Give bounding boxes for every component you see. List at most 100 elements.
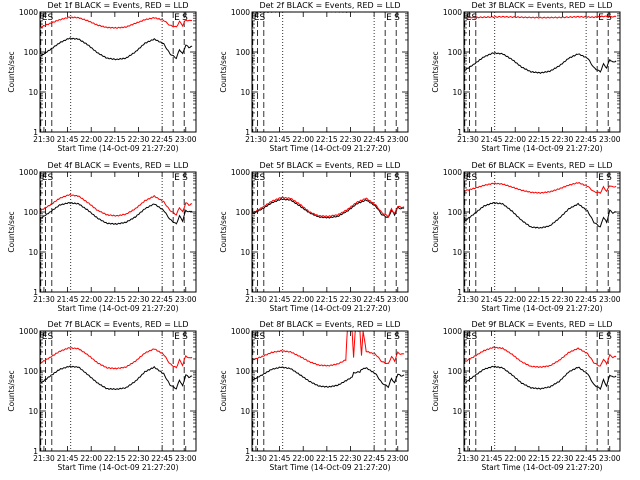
y-axis-label: Counts/sec — [7, 370, 16, 411]
x-tick-label: 22:30 — [552, 454, 574, 463]
panel-title: Det 7f BLACK = Events, RED = LLD — [47, 320, 188, 329]
x-tick-label: 22:15 — [104, 454, 126, 463]
series-lld-line — [40, 193, 193, 217]
panel-title: Det 9f BLACK = Events, RED = LLD — [471, 320, 612, 329]
series-events-line — [464, 51, 617, 75]
x-tick-label: 22:15 — [316, 295, 338, 304]
x-tick-label: 22:00 — [504, 454, 526, 463]
x-tick-label: 22:45 — [151, 454, 173, 463]
marker-label: S — [394, 13, 400, 23]
marker-label: ES — [254, 332, 266, 342]
x-tick-label: 21:45 — [481, 135, 503, 144]
y-tick-label: 10 — [240, 248, 250, 257]
x-tick-label: 23:00 — [387, 454, 409, 463]
panel-det-9: Det 9f BLACK = Events, RED = LLD ES E S 1 10 1… — [431, 320, 621, 472]
marker-label: S — [182, 173, 188, 183]
series-events-line — [464, 201, 617, 229]
y-tick-label: 10 — [452, 88, 462, 97]
y-axis-label: Counts/sec — [219, 211, 228, 252]
x-tick-label: 22:15 — [104, 295, 126, 304]
x-tick-label: 21:45 — [269, 135, 291, 144]
marker-label: E — [598, 173, 604, 183]
plot-frame — [463, 330, 621, 452]
marker-label: E — [598, 332, 604, 342]
plot-frame — [39, 330, 197, 452]
marker-label: ES — [42, 332, 54, 342]
y-tick-label: 1000 — [19, 8, 38, 17]
y-tick-label: 100 — [448, 367, 463, 376]
y-tick-label: 1 — [33, 128, 38, 137]
y-tick-label: 10 — [28, 248, 38, 257]
marker-label: S — [394, 332, 400, 342]
y-tick-label: 1000 — [231, 8, 250, 17]
plot-frame — [251, 11, 409, 133]
x-tick-label: 22:45 — [575, 135, 597, 144]
series-events-line — [40, 365, 193, 391]
panel-title: Det 5f BLACK = Events, RED = LLD — [259, 161, 400, 170]
x-tick-label: 22:45 — [363, 135, 385, 144]
y-tick-label: 1 — [457, 288, 462, 297]
marker-label: E — [386, 332, 392, 342]
y-tick-label: 1 — [245, 447, 250, 456]
y-tick-label: 100 — [236, 208, 251, 217]
y-axis-label: Counts/sec — [431, 51, 440, 92]
x-tick-label: 22:00 — [504, 135, 526, 144]
series-lld-line — [40, 16, 193, 29]
x-tick-label: 21:45 — [57, 454, 79, 463]
x-tick-label: 22:30 — [128, 454, 150, 463]
x-tick-label: 23:00 — [599, 135, 621, 144]
x-tick-label: 21:30 — [245, 454, 267, 463]
x-tick-label: 21:30 — [33, 454, 55, 463]
x-tick-label: 21:30 — [33, 295, 55, 304]
marker-label: ES — [466, 332, 478, 342]
x-axis-label: Start Time (14-Oct-09 21:27:20) — [57, 463, 178, 472]
x-tick-label: 21:45 — [269, 295, 291, 304]
panel-det-4: Det 4f BLACK = Events, RED = LLD ES E S 1 10 1… — [7, 161, 197, 313]
marker-label: E — [174, 13, 180, 23]
x-tick-label: 22:30 — [552, 295, 574, 304]
y-axis-label: Counts/sec — [7, 211, 16, 252]
y-tick-label: 100 — [24, 367, 39, 376]
series-events-line — [40, 202, 193, 225]
x-tick-label: 21:45 — [57, 135, 79, 144]
marker-label: S — [182, 13, 188, 23]
series-lld-line — [252, 331, 405, 367]
y-tick-label: 100 — [236, 48, 251, 57]
marker-label: ES — [42, 13, 54, 23]
x-tick-label: 22:30 — [340, 295, 362, 304]
x-tick-label: 22:45 — [575, 295, 597, 304]
x-tick-label: 21:45 — [481, 454, 503, 463]
x-tick-label: 22:15 — [528, 454, 550, 463]
y-tick-label: 1000 — [19, 168, 38, 177]
marker-label: S — [606, 332, 612, 342]
x-tick-label: 22:00 — [80, 295, 102, 304]
x-axis-label: Start Time (14-Oct-09 21:27:20) — [57, 304, 178, 313]
plot-frame — [251, 171, 409, 293]
x-axis-label: Start Time (14-Oct-09 21:27:20) — [481, 304, 602, 313]
x-tick-label: 21:30 — [33, 135, 55, 144]
x-tick-label: 22:45 — [575, 454, 597, 463]
y-tick-label: 1000 — [231, 327, 250, 336]
series-events-line — [252, 197, 405, 219]
plot-frame — [463, 171, 621, 293]
marker-label: S — [606, 173, 612, 183]
y-tick-label: 10 — [28, 407, 38, 416]
x-tick-label: 21:30 — [457, 135, 479, 144]
marker-label: ES — [42, 173, 54, 183]
y-tick-label: 1 — [457, 128, 462, 137]
y-tick-label: 1000 — [443, 327, 462, 336]
marker-label: E — [174, 332, 180, 342]
series-events-line — [40, 37, 193, 61]
x-tick-label: 22:15 — [528, 295, 550, 304]
panel-title: Det 3f BLACK = Events, RED = LLD — [471, 1, 612, 10]
panel-det-2: Det 2f BLACK = Events, RED = LLD ES E S 1 10 1… — [219, 1, 409, 153]
x-tick-label: 22:30 — [340, 135, 362, 144]
y-tick-label: 100 — [24, 208, 39, 217]
series-lld-line — [252, 196, 405, 218]
x-tick-label: 22:00 — [292, 135, 314, 144]
panel-det-5: Det 5f BLACK = Events, RED = LLD ES E S 1 10 1… — [219, 161, 409, 313]
x-axis-label: Start Time (14-Oct-09 21:27:20) — [269, 463, 390, 472]
x-tick-label: 21:30 — [457, 295, 479, 304]
panel-det-6: Det 6f BLACK = Events, RED = LLD ES E S 1 10 1… — [431, 161, 621, 313]
x-tick-label: 21:30 — [245, 135, 267, 144]
